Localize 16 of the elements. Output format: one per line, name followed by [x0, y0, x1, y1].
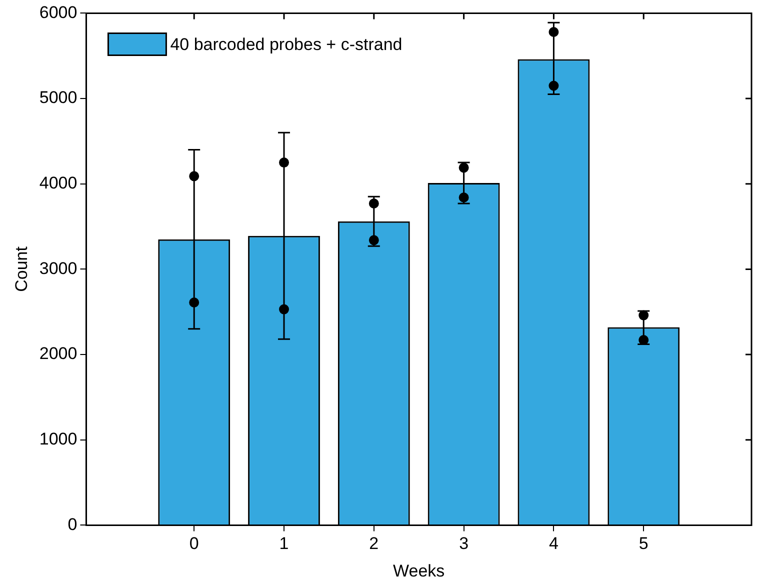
- x-tick-label: 5: [638, 534, 648, 554]
- x-tick-label: 4: [548, 534, 558, 554]
- x-tick-label: 1: [279, 534, 289, 554]
- y-tick-label: 0: [68, 514, 78, 534]
- y-tick-label: 6000: [39, 2, 78, 22]
- y-tick-label: 4000: [39, 174, 78, 193]
- y-tick-label: 1000: [39, 430, 78, 449]
- x-tick-label: 3: [459, 534, 469, 554]
- y-tick-label: 3000: [39, 258, 78, 278]
- x-tick-label: 0: [189, 534, 199, 554]
- legend-label: 40 barcoded probes + c-strand: [170, 34, 402, 54]
- x-axis-title: Weeks: [393, 561, 445, 580]
- x-tick-label: 2: [369, 534, 379, 554]
- y-tick-label: 2000: [39, 344, 78, 364]
- y-tick-label: 5000: [39, 88, 78, 108]
- y-axis-title: Count: [12, 246, 31, 292]
